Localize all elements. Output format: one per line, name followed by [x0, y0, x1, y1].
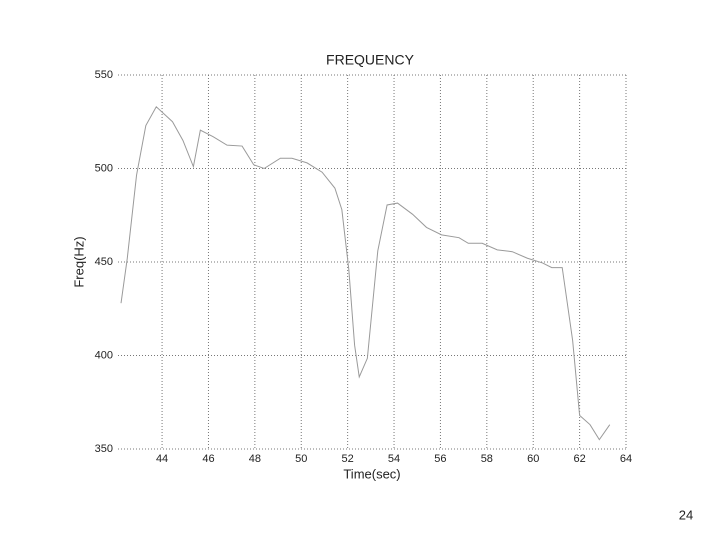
y-axis-label: Freq(Hz) [71, 236, 86, 287]
x-tick-label: 54 [388, 453, 400, 465]
x-tick-label: 56 [434, 453, 446, 465]
x-tick-label: 46 [202, 453, 214, 465]
x-tick-label: 44 [156, 453, 168, 465]
y-tick-label: 350 [95, 443, 113, 455]
y-tick-label: 450 [95, 256, 113, 268]
x-axis-label: Time(sec) [343, 466, 400, 481]
page-number: 24 [679, 507, 693, 522]
x-tick-label: 64 [620, 453, 632, 465]
x-tick-label: 48 [249, 453, 261, 465]
x-tick-label: 58 [481, 453, 493, 465]
data-line [120, 105, 611, 441]
x-tick-label: 52 [342, 453, 354, 465]
y-tick-label: 500 [95, 162, 113, 174]
x-tick-label: 50 [295, 453, 307, 465]
chart-title: FREQUENCY [326, 52, 415, 68]
x-tick-label: 62 [573, 453, 585, 465]
y-tick-label: 400 [95, 349, 113, 361]
y-tick-label: 550 [95, 69, 113, 81]
x-tick-label: 60 [527, 453, 539, 465]
